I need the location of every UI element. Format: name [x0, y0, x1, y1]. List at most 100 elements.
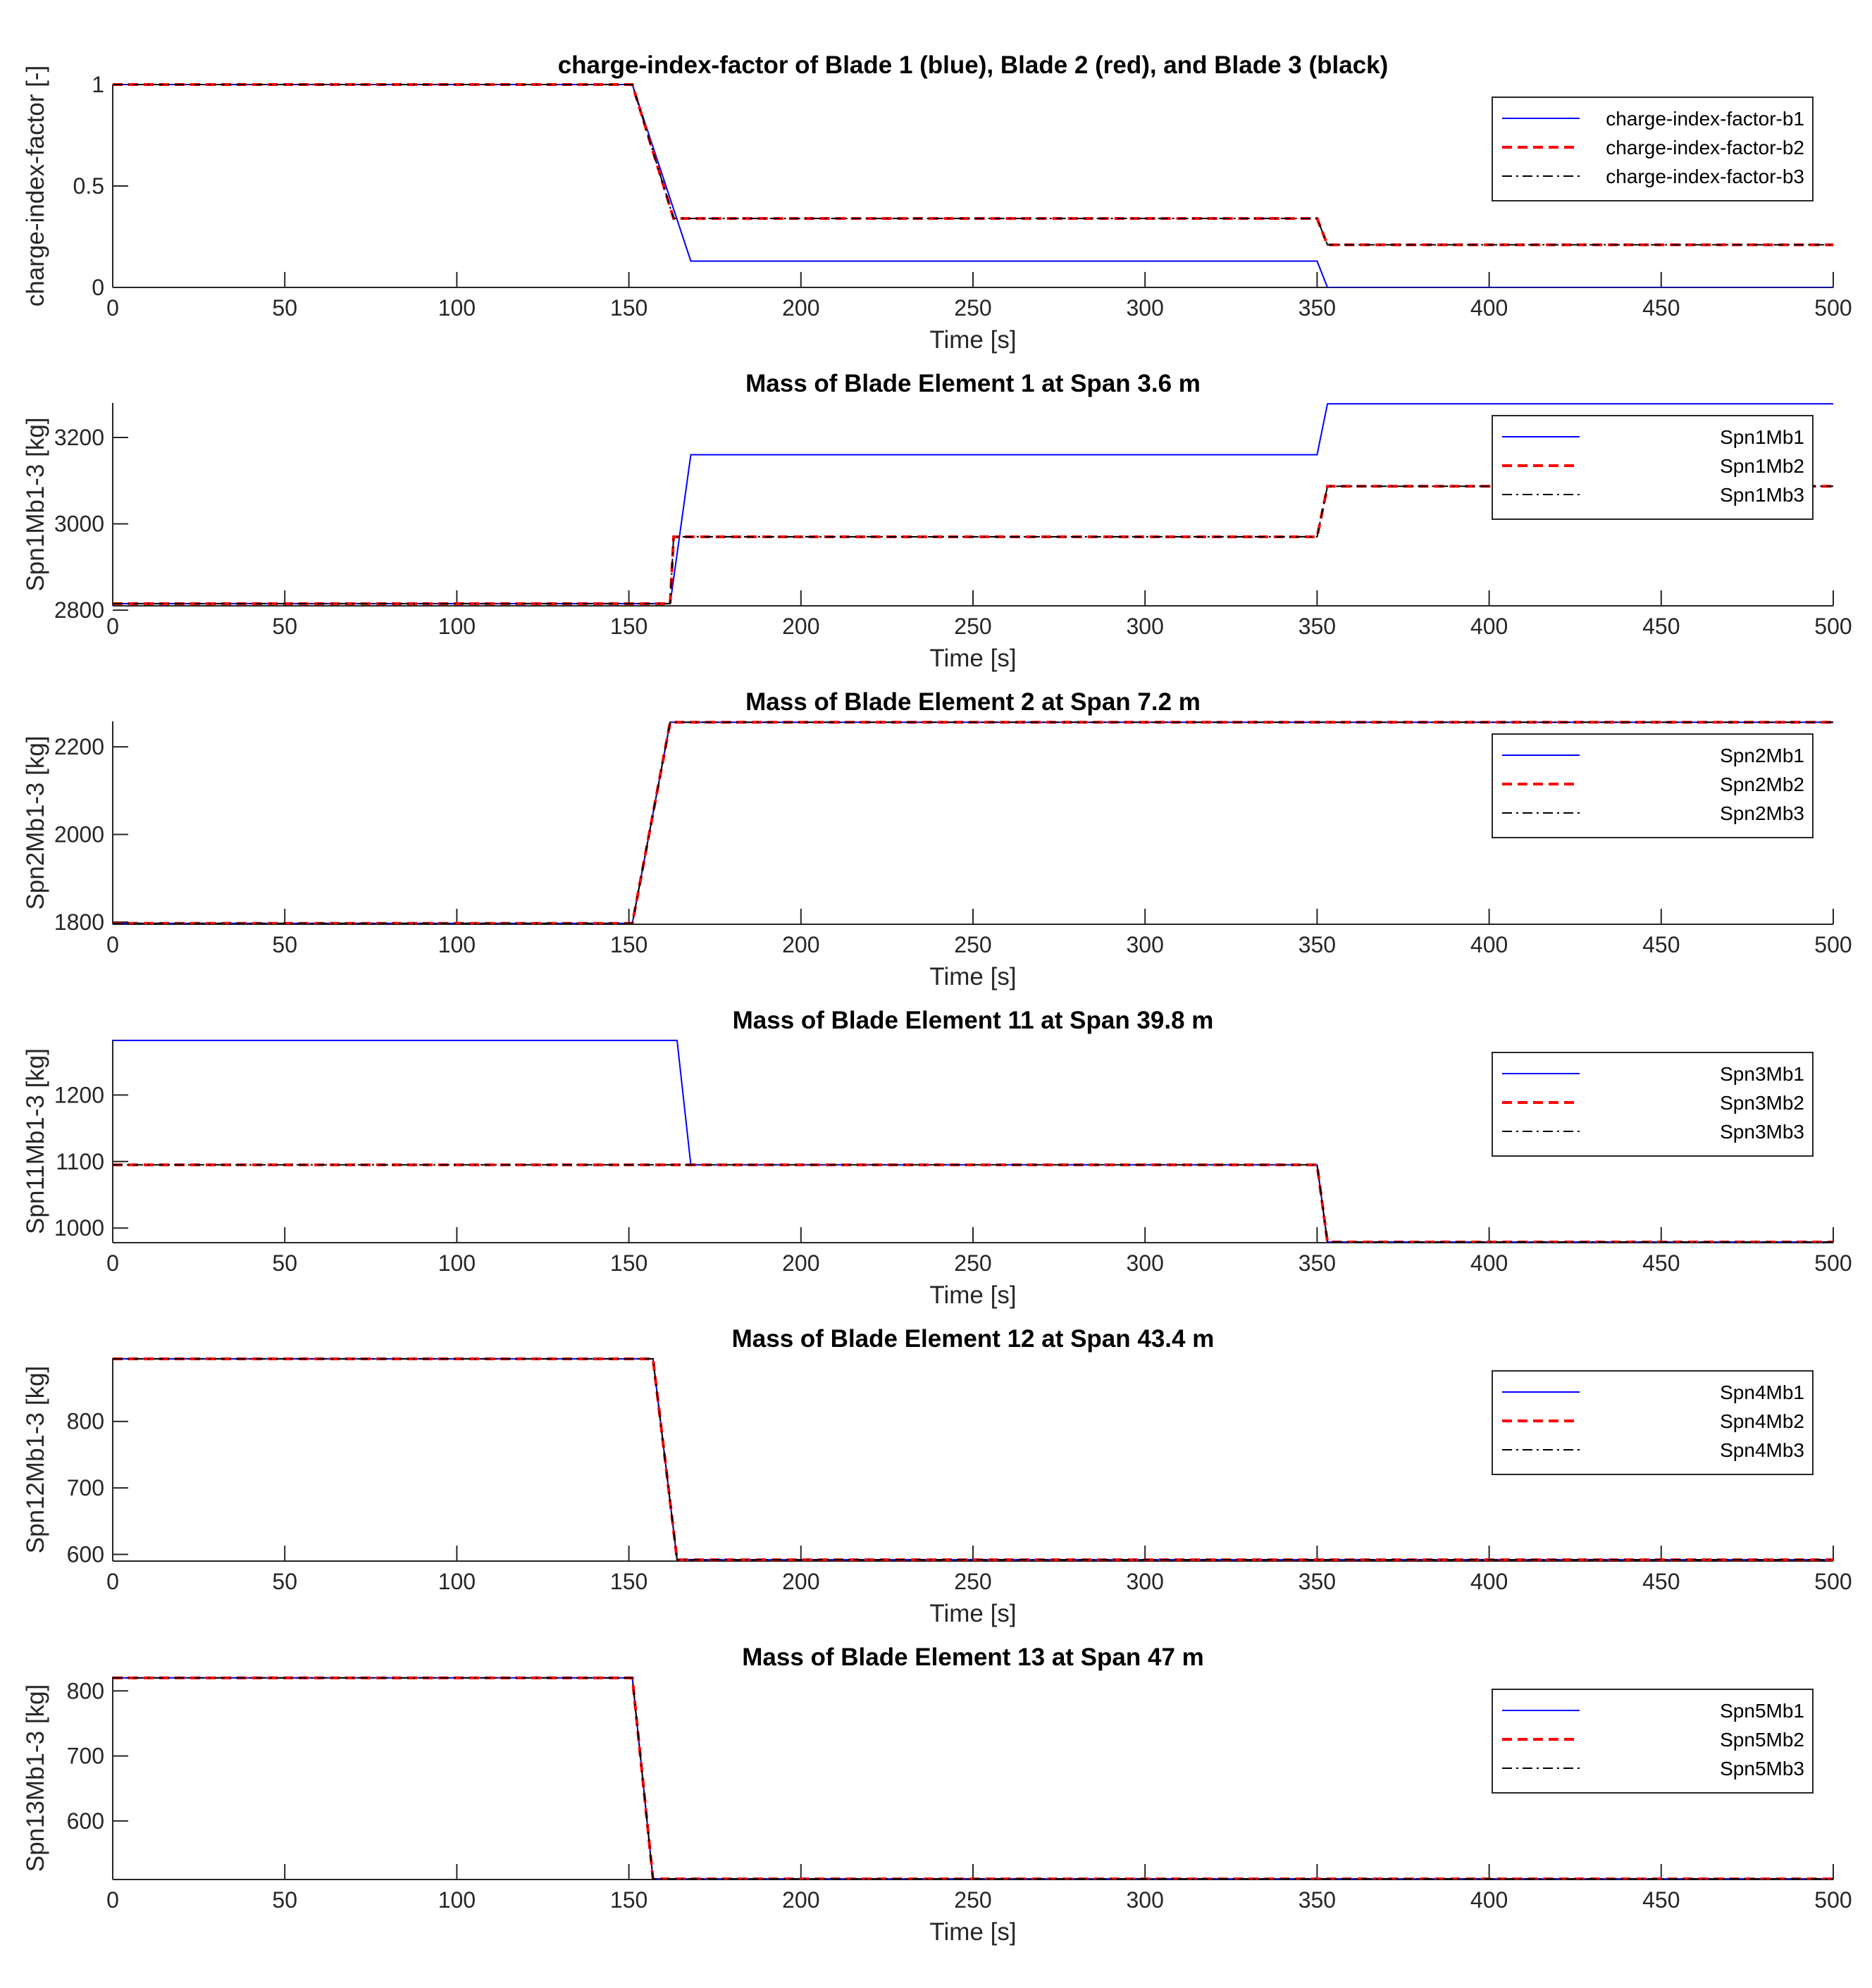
chart-1-y-tick-label: 0 [92, 275, 104, 300]
chart-6-x-tick-label: 400 [1470, 1887, 1508, 1913]
chart-5-series-Spn4Mb3 [113, 1358, 1833, 1561]
chart-1-legend: charge-index-factor-b1 charge-index-facto… [1492, 97, 1814, 201]
chart-6-x-tick-label: 350 [1298, 1887, 1336, 1913]
chart-3-legend-label: Spn2Mb2 [1720, 774, 1804, 795]
chart-5-x-tick-label: 300 [1127, 1569, 1164, 1594]
chart-4-x-tick-label: 450 [1642, 1250, 1680, 1276]
chart-6-series-Spn5Mb3 [113, 1677, 1833, 1880]
chart-5-x-tick-label: 250 [954, 1569, 991, 1594]
chart-3-x-tick-label: 400 [1470, 932, 1508, 957]
chart-1-title: charge-index-factor of Blade 1 (blue), B… [558, 51, 1389, 79]
chart-2-legend-label: Spn1Mb2 [1720, 455, 1804, 477]
chart-3-y-tick-label: 2200 [54, 734, 104, 759]
chart-5-x-tick-label: 400 [1470, 1569, 1508, 1594]
chart-4: Mass of Blade Element 11 at Span 39.8 m 0… [22, 1007, 1852, 1309]
chart-2-legend-label: Spn1Mb1 [1720, 426, 1804, 448]
chart-4-x-tick-label: 500 [1814, 1250, 1852, 1276]
chart-6-y-axis-label: Spn13Mb1-3 [kg] [22, 1684, 49, 1872]
chart-3-x-tick-label: 150 [610, 932, 647, 957]
chart-4-x-tick-label: 100 [438, 1250, 476, 1276]
chart-4-legend-label: Spn3Mb1 [1720, 1063, 1804, 1085]
chart-4-x-tick-label: 50 [272, 1250, 297, 1276]
chart-5-y-tick-label: 700 [67, 1475, 104, 1501]
chart-3-x-tick-label: 300 [1127, 932, 1164, 957]
chart-1-legend-label: charge-index-factor-b2 [1606, 137, 1804, 159]
chart-1-x-tick-label: 150 [610, 295, 647, 321]
chart-2-x-tick-label: 250 [954, 614, 991, 639]
chart-5: Mass of Blade Element 12 at Span 43.4 m 0… [22, 1325, 1852, 1627]
chart-2-x-tick-label: 50 [272, 614, 297, 639]
chart-6-x-tick-label: 200 [782, 1887, 819, 1913]
chart-1: charge-index-factor of Blade 1 (blue), B… [22, 51, 1852, 354]
chart-4-title: Mass of Blade Element 11 at Span 39.8 m [733, 1007, 1214, 1034]
chart-2-x-tick-label: 200 [782, 614, 819, 639]
chart-2: Mass of Blade Element 1 at Span 3.6 m 0 50… [22, 370, 1852, 672]
chart-4-legend: Spn3Mb1 Spn3Mb2 Spn3Mb3 [1492, 1052, 1814, 1157]
chart-5-x-axis-label: Time [s] [929, 1600, 1016, 1627]
chart-1-x-axis-label: Time [s] [929, 326, 1016, 354]
chart-6-y-tick-label: 800 [67, 1678, 104, 1703]
chart-3: Mass of Blade Element 2 at Span 7.2 m 0 50… [22, 688, 1852, 990]
chart-5-y-axis-label: Spn12Mb1-3 [kg] [22, 1366, 49, 1554]
chart-4-x-tick-label: 150 [610, 1250, 647, 1276]
chart-1-x-tick-label: 450 [1642, 295, 1680, 321]
chart-5-x-tick-label: 450 [1642, 1569, 1680, 1594]
chart-5-x-tick-label: 100 [438, 1569, 476, 1594]
chart-5-legend: Spn4Mb1 Spn4Mb2 Spn4Mb3 [1492, 1370, 1814, 1475]
chart-5-legend-label: Spn4Mb2 [1720, 1410, 1804, 1432]
chart-3-x-tick-label: 200 [782, 932, 819, 957]
chart-3-legend-box [1492, 733, 1814, 838]
chart-2-legend-box [1492, 415, 1814, 520]
chart-5-title: Mass of Blade Element 12 at Span 43.4 m [732, 1325, 1215, 1353]
chart-3-x-tick-label: 350 [1298, 932, 1336, 957]
chart-2-legend-label: Spn1Mb3 [1720, 484, 1804, 506]
chart-4-x-tick-label: 300 [1127, 1250, 1164, 1276]
chart-2-x-tick-label: 300 [1127, 614, 1164, 639]
chart-4-x-tick-label: 350 [1298, 1250, 1336, 1276]
chart-5-y-tick-label: 600 [67, 1542, 104, 1567]
chart-1-x-tick-label: 200 [782, 295, 819, 321]
chart-6-y-tick-label: 700 [67, 1744, 104, 1769]
chart-5-x-tick-label: 350 [1298, 1569, 1336, 1594]
chart-4-x-tick-label: 200 [782, 1250, 819, 1276]
chart-1-y-tick-label: 1 [92, 72, 104, 97]
chart-2-legend: Spn1Mb1 Spn1Mb2 Spn1Mb3 [1492, 415, 1814, 520]
chart-1-x-tick-label: 50 [272, 295, 297, 321]
chart-1-legend-box [1492, 97, 1814, 201]
chart-1-legend-label: charge-index-factor-b3 [1606, 166, 1804, 187]
chart-5-legend-box [1492, 1370, 1814, 1475]
chart-1-x-tick-label: 300 [1127, 295, 1164, 321]
chart-6-x-tick-label: 450 [1642, 1887, 1680, 1913]
chart-6-x-tick-label: 150 [610, 1887, 647, 1913]
chart-6-x-tick-label: 500 [1814, 1887, 1852, 1913]
chart-4-x-tick-label: 0 [106, 1250, 119, 1276]
chart-3-legend-label: Spn2Mb3 [1720, 802, 1804, 824]
chart-2-x-tick-label: 150 [610, 614, 647, 639]
chart-3-x-tick-label: 100 [438, 932, 476, 957]
chart-4-x-tick-label: 400 [1470, 1250, 1508, 1276]
chart-1-x-tick-label: 100 [438, 295, 476, 321]
chart-3-y-tick-label: 1800 [54, 909, 104, 935]
chart-1-y-tick-label: 0.5 [73, 173, 104, 199]
chart-3-y-tick-label: 2000 [54, 821, 104, 847]
chart-2-y-tick-label: 3200 [54, 425, 104, 450]
chart-5-x-tick-label: 50 [272, 1569, 297, 1594]
chart-5-x-tick-label: 150 [610, 1569, 647, 1594]
chart-2-x-tick-label: 350 [1298, 614, 1336, 639]
chart-6-x-axis-label: Time [s] [929, 1918, 1016, 1946]
chart-5-x-tick-label: 500 [1814, 1569, 1852, 1594]
chart-1-x-tick-label: 250 [954, 295, 991, 321]
chart-1-x-tick-label: 400 [1470, 295, 1508, 321]
chart-2-x-tick-label: 100 [438, 614, 476, 639]
chart-4-series-Spn3Mb3 [113, 1164, 1833, 1243]
chart-1-x-tick-label: 0 [106, 295, 119, 321]
chart-6-y-tick-label: 600 [67, 1808, 104, 1834]
chart-2-x-tick-label: 500 [1814, 614, 1852, 639]
chart-5-x-tick-label: 0 [106, 1569, 119, 1594]
chart-2-y-axis-label: Spn1Mb1-3 [kg] [22, 417, 49, 591]
chart-6-x-tick-label: 100 [438, 1887, 476, 1913]
chart-5-legend-label: Spn4Mb3 [1720, 1439, 1804, 1461]
chart-6-legend: Spn5Mb1 Spn5Mb2 Spn5Mb3 [1492, 1689, 1814, 1794]
chart-3-series-Spn2Mb3 [113, 721, 1833, 924]
chart-4-x-axis-label: Time [s] [929, 1281, 1016, 1309]
